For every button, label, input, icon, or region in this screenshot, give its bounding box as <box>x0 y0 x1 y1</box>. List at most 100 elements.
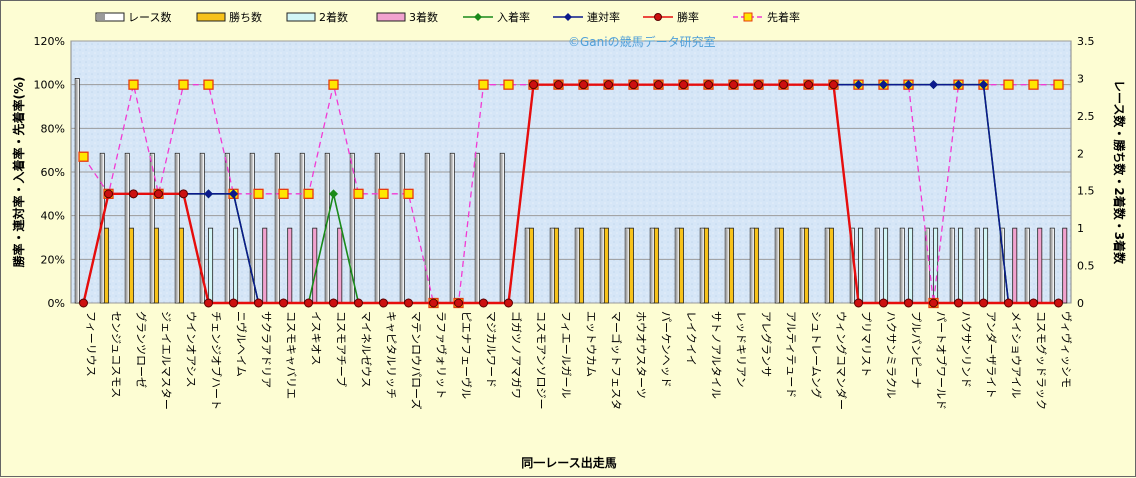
win-rate-point <box>904 298 913 308</box>
place-rate-point <box>329 189 338 199</box>
win-count-bar <box>653 227 659 304</box>
category-label: ホウオウスターツ <box>635 311 648 399</box>
third-count-bar <box>287 227 293 304</box>
category-label: ハクサンミラクル <box>885 311 898 399</box>
top2-rate-point <box>904 80 913 90</box>
ahead-rate-point <box>178 79 189 90</box>
win-count-bar <box>103 227 109 304</box>
second-count-bar <box>208 227 214 304</box>
race-count-bar-shade <box>701 229 703 303</box>
win-count-bar <box>153 227 159 304</box>
y-right-tick-label: 2.5 <box>1077 110 1095 123</box>
legend-ahead-rate-label: 先着率 <box>767 10 800 24</box>
race-count-bar-shade <box>651 229 653 303</box>
third-count-bar <box>262 227 268 304</box>
x-axis-categories: フィーリウス センジュコスモス グランツローゼ ジェイエルマスター ウインオアシス チェン… <box>85 311 1074 410</box>
win-rate-point <box>254 298 263 308</box>
race-count-bar-shade <box>726 229 728 303</box>
race-count-bar-shade <box>201 154 203 303</box>
win-count-bar <box>828 227 834 304</box>
win-count-bar <box>678 227 684 304</box>
third-count-bar <box>1037 227 1043 304</box>
category-label: ハクサンリンド <box>960 311 973 388</box>
win-rate-point <box>304 298 313 308</box>
category-label: ゴガツノアマガワ <box>510 311 524 399</box>
win-rate-point <box>404 298 413 308</box>
category-label: フィエールガール <box>560 311 573 398</box>
y-right-tick-label: 2 <box>1077 147 1084 160</box>
y-left-tick-label: 20% <box>41 253 65 266</box>
win-count-bar <box>528 227 534 304</box>
category-label: コスモキャバリエ <box>285 311 298 399</box>
category-label: ヴィヴィッシモ <box>1060 311 1074 388</box>
ahead-rate-point <box>1053 79 1064 90</box>
legend-second-count-swatch <box>286 12 316 22</box>
ahead-rate-point <box>78 151 89 162</box>
category-label: コスモアチーブ <box>335 311 349 387</box>
race-count-bar-shade <box>1026 229 1028 303</box>
race-count-bar-shade <box>226 154 228 303</box>
win-rate-point <box>779 80 788 90</box>
race-count-bar-shade <box>126 154 128 303</box>
legend-top2-rate-label: 連対率 <box>587 10 620 24</box>
top2-rate-point <box>929 80 938 90</box>
legend-place-rate-label: 入着率 <box>497 10 530 24</box>
category-label: メイショウアイル <box>1010 311 1023 398</box>
category-label: センジュコスモス <box>110 311 123 398</box>
win-rate-point <box>629 80 638 90</box>
race-count-bar-shade <box>576 229 578 303</box>
win-rate-point <box>804 80 813 90</box>
y-left-tick-label: 0% <box>48 297 65 310</box>
win-rate-point <box>79 298 88 308</box>
category-label: イスキオス <box>310 311 323 366</box>
category-label: ジェイエルマスター <box>160 311 173 410</box>
category-label: マーゴットフェスタ <box>610 311 624 410</box>
category-label: コスモグッドラック <box>1035 311 1049 410</box>
category-label: ピエナフェーヴル <box>460 311 474 399</box>
race-count-bar-shade <box>101 154 103 303</box>
win-rate-point <box>554 80 563 90</box>
race-count-bar-shade <box>1051 229 1053 303</box>
win-rate-point <box>279 298 288 308</box>
category-label: ウインオアシス <box>185 311 198 388</box>
win-rate-point <box>479 298 488 308</box>
legend-place-rate-swatch-marker <box>474 13 482 21</box>
y-axis-left-title: 勝率・連対率・入着率・先着率(%) <box>11 77 26 268</box>
race-count-bar-shade <box>476 154 478 303</box>
ahead-rate-point <box>1028 79 1039 90</box>
top2-rate-point <box>954 80 963 90</box>
race-count-bar-shade <box>351 154 353 303</box>
third-count-bar <box>337 227 343 304</box>
race-count-bar-shade <box>526 229 528 303</box>
race-count-bar-shade <box>751 229 753 303</box>
ahead-rate-point <box>403 188 414 199</box>
win-rate-point <box>579 80 588 90</box>
win-rate-point <box>979 298 988 308</box>
win-rate-point <box>879 298 888 308</box>
race-count-bar-shade <box>426 154 428 303</box>
win-rate-point <box>929 298 938 308</box>
y-right-tick-label: 3 <box>1077 72 1084 85</box>
win-rate-point <box>1054 298 1063 308</box>
category-label: プリマリスト <box>860 311 873 377</box>
legend-third-count-label: 3着数 <box>409 10 438 24</box>
win-rate-point <box>1004 298 1013 308</box>
win-rate-point <box>854 298 863 308</box>
y-left-tick-label: 100% <box>34 79 65 92</box>
top2-rate-point <box>204 189 213 199</box>
win-count-bar <box>128 227 134 304</box>
legend-top2-rate-swatch-marker <box>564 13 572 21</box>
ahead-rate-point <box>203 79 214 90</box>
category-label: プルパンピーナ <box>910 311 923 389</box>
win-rate-point <box>829 80 838 90</box>
category-label: ニヴルヘイム <box>235 311 249 377</box>
win-rate-point <box>329 298 338 308</box>
y-left-tick-label: 80% <box>41 122 65 135</box>
race-count-bar-shade <box>1001 229 1003 303</box>
race-count-bar-shade <box>676 229 678 303</box>
win-count-bar <box>628 227 634 304</box>
line-series <box>78 79 1064 309</box>
ahead-rate-point <box>353 188 364 199</box>
category-label: ラファヴォリット <box>435 311 449 399</box>
